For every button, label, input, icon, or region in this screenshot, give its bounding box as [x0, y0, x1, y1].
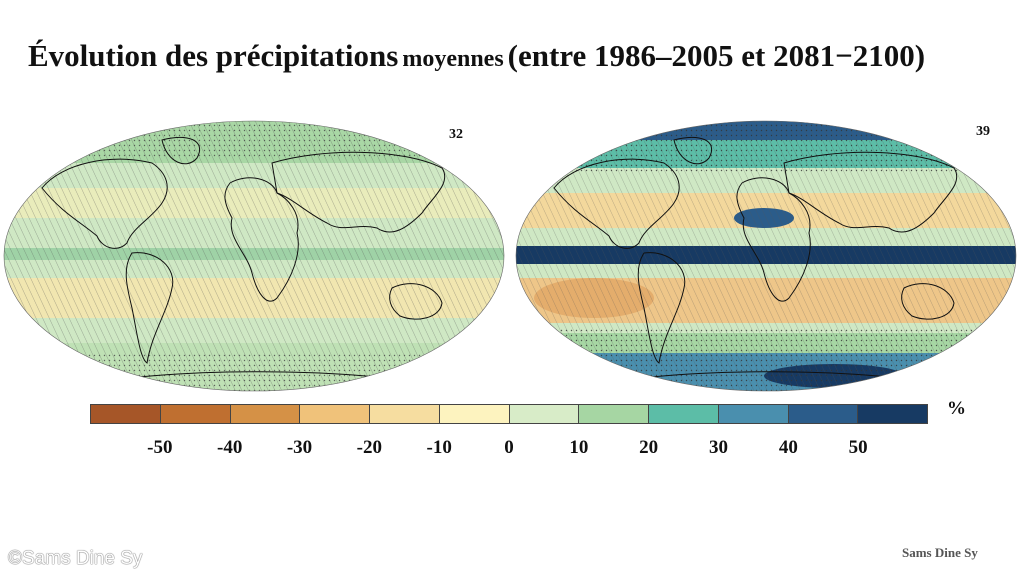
colorbar-swatch	[788, 405, 859, 423]
left-map-value: 32	[449, 127, 463, 142]
colorbar-tick-label: 30	[709, 437, 728, 458]
colorbar-unit: %	[947, 398, 966, 419]
colorbar-tick-label: 0	[504, 437, 514, 458]
right-map-svg	[515, 120, 1017, 392]
page-title: Évolution des précipitations moyennes (e…	[28, 38, 1024, 74]
colorbar-tick-label: -10	[426, 437, 452, 458]
colorbar-tick-label: 50	[848, 437, 868, 458]
colorbar-tick-label: -40	[216, 437, 243, 458]
left-map: 32	[2, 118, 507, 393]
colorbar-tick-label: -30	[286, 437, 313, 458]
colorbar-swatch	[649, 405, 719, 423]
author-credit: Sams Dine Sy	[902, 545, 978, 560]
colorbar-tick-label: 10	[569, 437, 589, 458]
colorbar-swatch	[300, 405, 370, 423]
colorbar-tick-label: 20	[639, 437, 659, 458]
colorbar-swatch	[509, 405, 580, 423]
title-part2: moyennes	[402, 46, 504, 72]
colorbar-tick-label: -50	[147, 437, 173, 458]
colorbar-swatch	[230, 405, 301, 423]
colorbar-tick-label: -20	[356, 437, 382, 458]
colorbar-swatch	[718, 405, 789, 423]
colorbar-swatch	[370, 405, 440, 423]
colorbar-swatch	[579, 405, 649, 423]
colorbar	[90, 404, 928, 424]
left-map-svg	[3, 120, 505, 392]
watermark-credit: ©Sams Dine Sy	[8, 548, 143, 569]
colorbar-swatch	[91, 405, 161, 423]
colorbar-swatch	[439, 405, 510, 423]
title-part3: (entre 1986–2005 et 2081−2100)	[507, 38, 926, 73]
title-part1: Évolution des précipitations	[28, 38, 399, 73]
colorbar-swatch	[160, 405, 231, 423]
colorbar-tick-label: 40	[778, 437, 798, 458]
colorbar-swatch	[858, 405, 927, 423]
right-map-value: 39	[976, 124, 990, 139]
right-map: 39	[514, 118, 1019, 393]
